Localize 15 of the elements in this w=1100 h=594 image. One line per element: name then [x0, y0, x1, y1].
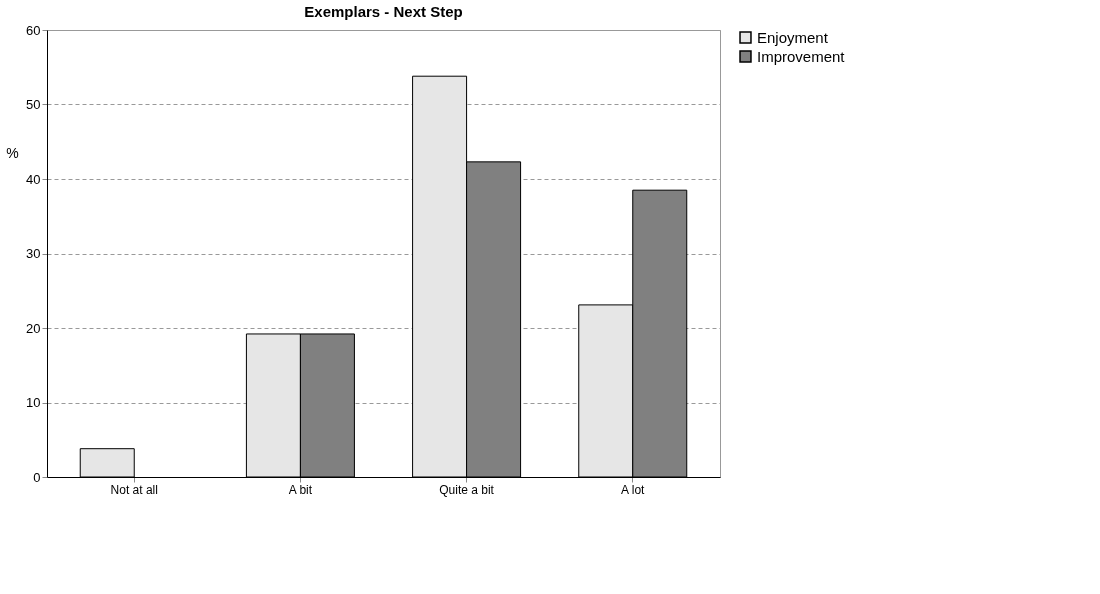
y-tick-label: 30 — [26, 246, 41, 261]
x-tick-label: Not at all — [110, 482, 158, 497]
x-tick-label: A lot — [621, 482, 646, 497]
legend-label: Enjoyment — [757, 28, 829, 46]
y-tick-label: 0 — [33, 469, 41, 485]
y-axis-title: % — [6, 144, 19, 161]
legend-label: Improvement — [757, 47, 846, 65]
y-tick-label: 60 — [26, 22, 41, 38]
chart-title: Exemplars - Next Step — [304, 3, 463, 20]
x-tick-label: Quite a bit — [439, 482, 495, 497]
x-tick-label: A bit — [288, 482, 313, 497]
y-tick-label: 10 — [26, 395, 41, 410]
y-tick-label: 20 — [26, 320, 41, 336]
y-tick-label: 50 — [26, 97, 41, 112]
y-tick-label: 40 — [26, 171, 41, 187]
